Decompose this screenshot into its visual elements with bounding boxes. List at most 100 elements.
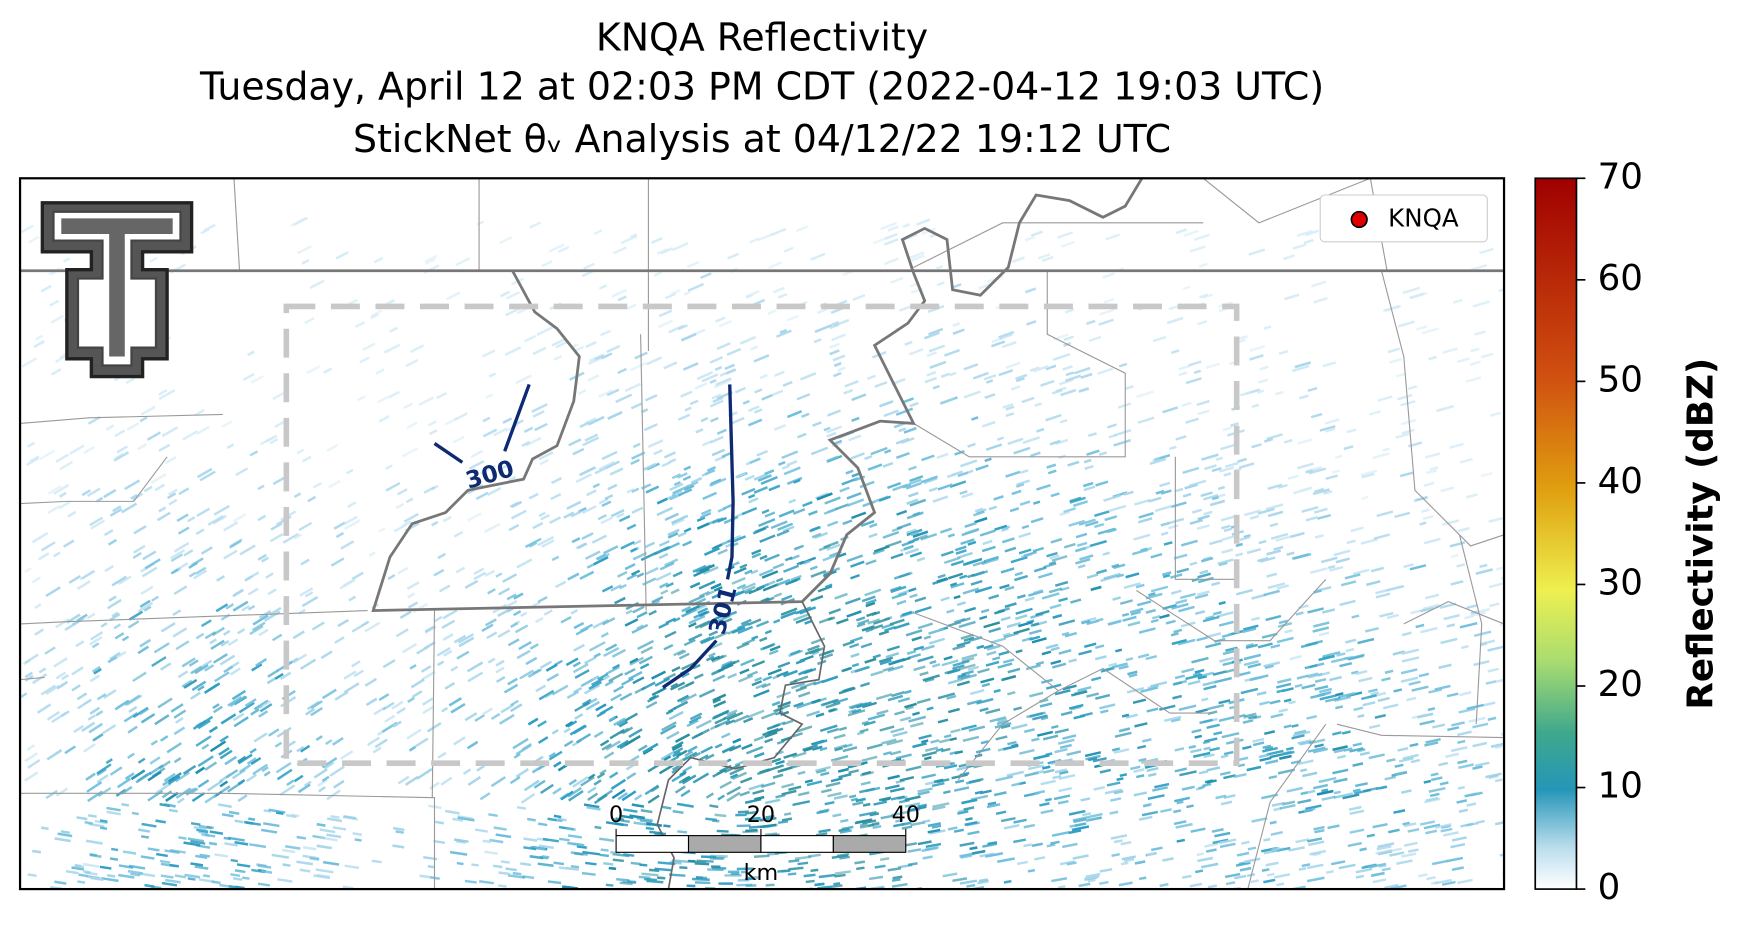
radar-echo — [433, 568, 445, 577]
radar-echo — [203, 223, 216, 232]
radar-echo — [1196, 399, 1210, 407]
radar-echo — [765, 814, 775, 819]
radar-echo — [953, 594, 961, 600]
radar-echo — [944, 348, 960, 357]
radar-echo — [624, 618, 639, 627]
radar-echo — [991, 340, 1006, 348]
radar-echo — [712, 697, 722, 704]
radar-echo — [824, 583, 833, 589]
radar-echo — [1219, 656, 1234, 663]
radar-echo — [967, 665, 980, 672]
radar-echo — [1466, 821, 1479, 827]
radar-echo — [1060, 388, 1077, 397]
radar-echo — [1267, 483, 1283, 490]
radar-echo — [575, 542, 586, 550]
radar-echo — [1108, 433, 1117, 439]
radar-echo — [996, 720, 1009, 726]
radar-echo — [250, 708, 260, 716]
radar-echo — [594, 354, 604, 361]
radar-echo — [523, 846, 537, 851]
radar-echo — [851, 472, 861, 478]
radar-echo — [1459, 622, 1478, 629]
radar-echo — [1021, 636, 1033, 643]
radar-echo — [1015, 377, 1025, 383]
radar-echo — [489, 838, 504, 844]
radar-echo — [361, 620, 370, 627]
radar-echo — [1213, 731, 1223, 736]
radar-echo — [832, 813, 842, 818]
radar-echo — [605, 643, 618, 652]
radar-echo — [1439, 602, 1457, 609]
legend-label: KNQA — [1388, 204, 1459, 233]
radar-echo — [1319, 694, 1337, 701]
radar-echo — [859, 682, 871, 688]
radar-echo — [335, 251, 349, 260]
radar-echo — [1181, 667, 1195, 674]
radar-echo — [1363, 786, 1379, 793]
radar-echo — [1344, 573, 1361, 580]
radar-echo — [316, 823, 326, 827]
radar-echo — [836, 618, 849, 625]
radar-echo — [597, 672, 609, 681]
radar-echo — [1308, 840, 1325, 847]
radar-echo — [132, 552, 142, 559]
radar-echo — [778, 460, 786, 466]
radar-echo — [1303, 789, 1316, 795]
radar-echo — [613, 717, 626, 726]
radar-echo — [694, 620, 711, 629]
radar-echo — [1004, 585, 1015, 591]
radar-echo — [811, 698, 821, 704]
radar-echo — [548, 750, 563, 761]
radar-echo — [751, 552, 762, 559]
radar-echo — [971, 849, 986, 855]
radar-echo — [287, 740, 296, 747]
radar-echo — [1197, 514, 1210, 521]
radar-echo — [505, 291, 520, 300]
radar-echo — [1298, 867, 1307, 871]
radar-echo — [630, 458, 640, 465]
radar-echo — [792, 508, 806, 515]
radar-echo — [523, 779, 540, 792]
radar-echo — [453, 736, 466, 746]
radar-echo — [717, 548, 728, 556]
radar-echo — [993, 495, 1004, 501]
radar-echo — [76, 816, 88, 821]
radar-echo — [976, 697, 994, 705]
radar-echo — [699, 512, 712, 519]
radar-echo — [685, 604, 700, 614]
radar-echo — [213, 504, 230, 516]
radar-echo — [730, 535, 747, 544]
radar-echo — [1217, 485, 1226, 491]
radar-echo — [387, 574, 396, 580]
radar-echo — [1349, 809, 1365, 815]
radar-echo — [525, 436, 542, 447]
radar-echo — [1111, 747, 1121, 752]
radar-echo — [1259, 756, 1272, 762]
radar-echo — [250, 756, 262, 766]
radar-echo — [225, 603, 235, 610]
radar-echo — [672, 617, 681, 623]
radar-echo — [1102, 666, 1114, 672]
radar-echo — [677, 324, 689, 331]
radar-echo — [1397, 747, 1409, 752]
radar-echo — [437, 552, 446, 560]
radar-echo — [1029, 711, 1046, 718]
radar-echo — [149, 756, 161, 765]
radar-echo — [923, 331, 940, 340]
radar-echo — [474, 714, 486, 722]
radar-echo — [1292, 487, 1311, 495]
radar-echo — [748, 497, 759, 504]
radar-echo — [899, 716, 912, 722]
radar-echo — [762, 643, 775, 651]
radar-echo — [1068, 519, 1086, 527]
radar-echo — [983, 621, 1001, 629]
radar-echo — [665, 709, 674, 715]
radar-echo — [686, 480, 699, 488]
radar-echo — [101, 724, 117, 735]
radar-echo — [603, 862, 614, 866]
radar-echo — [1015, 607, 1033, 615]
radar-echo — [121, 502, 138, 514]
radar-echo — [1175, 822, 1193, 829]
radar-echo — [1175, 228, 1188, 235]
radar-echo — [548, 243, 565, 253]
